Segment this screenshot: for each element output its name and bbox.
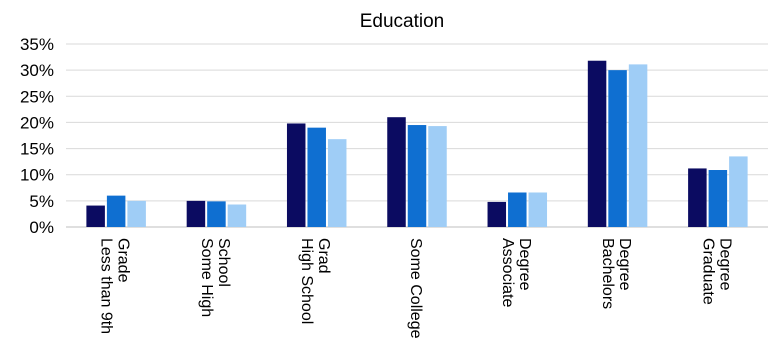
x-axis-categories: Less than 9th Grade Some High School High Sc…	[98, 238, 734, 339]
bar	[708, 170, 728, 227]
x-category-line: Associate	[499, 238, 516, 307]
x-category-line: Grade	[115, 238, 132, 283]
bar	[528, 192, 548, 227]
bar	[628, 64, 648, 228]
bar	[227, 204, 247, 227]
bar	[487, 201, 507, 227]
bar	[106, 195, 126, 227]
bar	[688, 168, 707, 227]
x-category-label: Bachelors Degree	[599, 238, 633, 309]
x-category-line: Some High	[198, 238, 215, 317]
y-tick-label: 15%	[20, 140, 54, 159]
bar	[86, 205, 105, 227]
chart-title: Education	[360, 11, 445, 32]
bar	[387, 117, 406, 227]
bar	[286, 123, 306, 227]
bar	[127, 200, 146, 227]
bar	[608, 70, 627, 228]
x-category-line: Bachelors	[599, 238, 616, 309]
x-category-line: Degree	[516, 238, 533, 291]
bar	[327, 139, 347, 227]
x-category-label: Associate Degree	[499, 238, 533, 307]
bar	[407, 125, 427, 227]
x-category-line: Less than 9th	[98, 238, 115, 334]
x-category-line: Graduate	[699, 238, 716, 305]
x-category-label: Some High School	[198, 238, 232, 317]
bar	[587, 60, 607, 227]
x-category-line: Degree	[716, 238, 733, 291]
y-tick-label: 30%	[20, 61, 54, 80]
y-tick-label: 5%	[29, 192, 54, 211]
x-category-line: Grad	[315, 238, 332, 274]
bar	[508, 192, 527, 227]
bar	[186, 200, 206, 227]
bar	[428, 126, 447, 227]
x-category-label: Some College	[407, 238, 424, 339]
bar	[207, 201, 226, 227]
y-tick-label: 10%	[20, 166, 54, 185]
x-category-line: School	[215, 238, 232, 287]
y-tick-label: 0%	[29, 218, 54, 237]
x-category-label: Graduate Degree	[699, 238, 733, 305]
y-tick-label: 20%	[20, 113, 54, 132]
y-tick-label: 35%	[20, 35, 54, 54]
x-category-label: Less than 9th Grade	[98, 238, 132, 334]
x-category-label: High School Grad	[298, 238, 332, 324]
x-category-line: Some College	[407, 238, 424, 339]
x-category-line: High School	[298, 238, 315, 324]
y-axis-ticks: 0% 5% 10% 15% 20% 25% 30% 35%	[20, 35, 54, 237]
bar	[307, 127, 326, 227]
y-tick-label: 25%	[20, 87, 54, 106]
bar	[729, 156, 748, 227]
bars	[86, 60, 748, 228]
x-category-line: Degree	[616, 238, 633, 291]
